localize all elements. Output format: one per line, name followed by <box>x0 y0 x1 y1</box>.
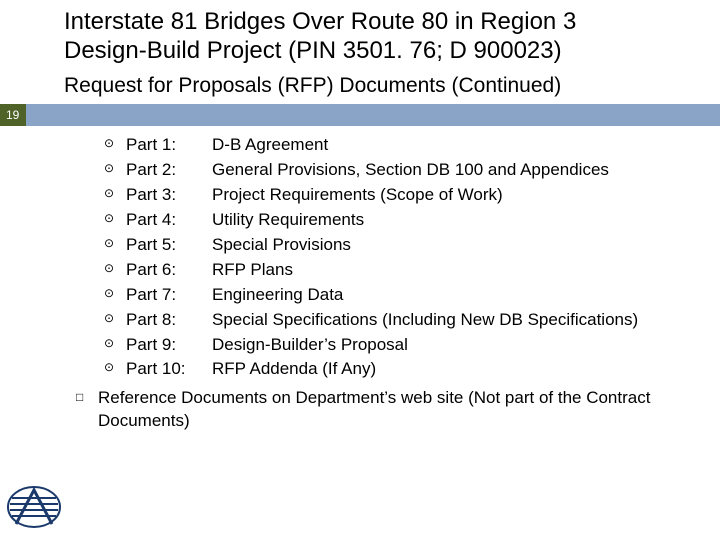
part-label: Part 4: <box>126 209 212 232</box>
part-label: Part 3: <box>126 184 212 207</box>
list-item: Part 3:Project Requirements (Scope of Wo… <box>104 184 696 207</box>
dot-logo-icon <box>6 484 62 530</box>
part-label: Part 1: <box>126 134 212 157</box>
list-item: Part 8:Special Specifications (Including… <box>104 309 696 332</box>
part-label: Part 6: <box>126 259 212 282</box>
list-item: Part 7:Engineering Data <box>104 284 696 307</box>
title-line-2: Design-Build Project (PIN 3501. 76; D 90… <box>64 37 700 66</box>
part-desc: Engineering Data <box>212 285 343 304</box>
list-item: Part 2:General Provisions, Section DB 10… <box>104 159 696 182</box>
part-desc: Design-Builder’s Proposal <box>212 335 408 354</box>
accent-bar <box>26 104 720 126</box>
part-desc: RFP Plans <box>212 260 293 279</box>
title-block: Interstate 81 Bridges Over Route 80 in R… <box>64 8 700 66</box>
reference-list: Reference Documents on Department’s web … <box>76 387 696 433</box>
part-label: Part 9: <box>126 334 212 357</box>
list-item: Part 9:Design-Builder’s Proposal <box>104 334 696 357</box>
part-desc: General Provisions, Section DB 100 and A… <box>212 160 609 179</box>
list-item: Part 6:RFP Plans <box>104 259 696 282</box>
part-label: Part 5: <box>126 234 212 257</box>
slide: Interstate 81 Bridges Over Route 80 in R… <box>0 0 720 540</box>
part-desc: D-B Agreement <box>212 135 328 154</box>
reference-item: Reference Documents on Department’s web … <box>76 387 696 433</box>
list-item: Part 5:Special Provisions <box>104 234 696 257</box>
part-desc: Special Specifications (Including New DB… <box>212 310 638 329</box>
title-line-1: Interstate 81 Bridges Over Route 80 in R… <box>64 8 700 37</box>
part-desc: Utility Requirements <box>212 210 364 229</box>
part-label: Part 8: <box>126 309 212 332</box>
parts-list: Part 1:D-B Agreement Part 2:General Prov… <box>104 134 696 381</box>
slide-number-badge: 19 <box>0 104 27 126</box>
list-item: Part 10:RFP Addenda (If Any) <box>104 358 696 381</box>
list-item: Part 4:Utility Requirements <box>104 209 696 232</box>
part-desc: Special Provisions <box>212 235 351 254</box>
part-desc: Project Requirements (Scope of Work) <box>212 185 503 204</box>
part-label: Part 10: <box>126 358 212 381</box>
part-desc: RFP Addenda (If Any) <box>212 359 376 378</box>
list-item: Part 1:D-B Agreement <box>104 134 696 157</box>
part-label: Part 2: <box>126 159 212 182</box>
subtitle: Request for Proposals (RFP) Documents (C… <box>64 74 700 98</box>
part-label: Part 7: <box>126 284 212 307</box>
content-area: Part 1:D-B Agreement Part 2:General Prov… <box>104 134 696 433</box>
